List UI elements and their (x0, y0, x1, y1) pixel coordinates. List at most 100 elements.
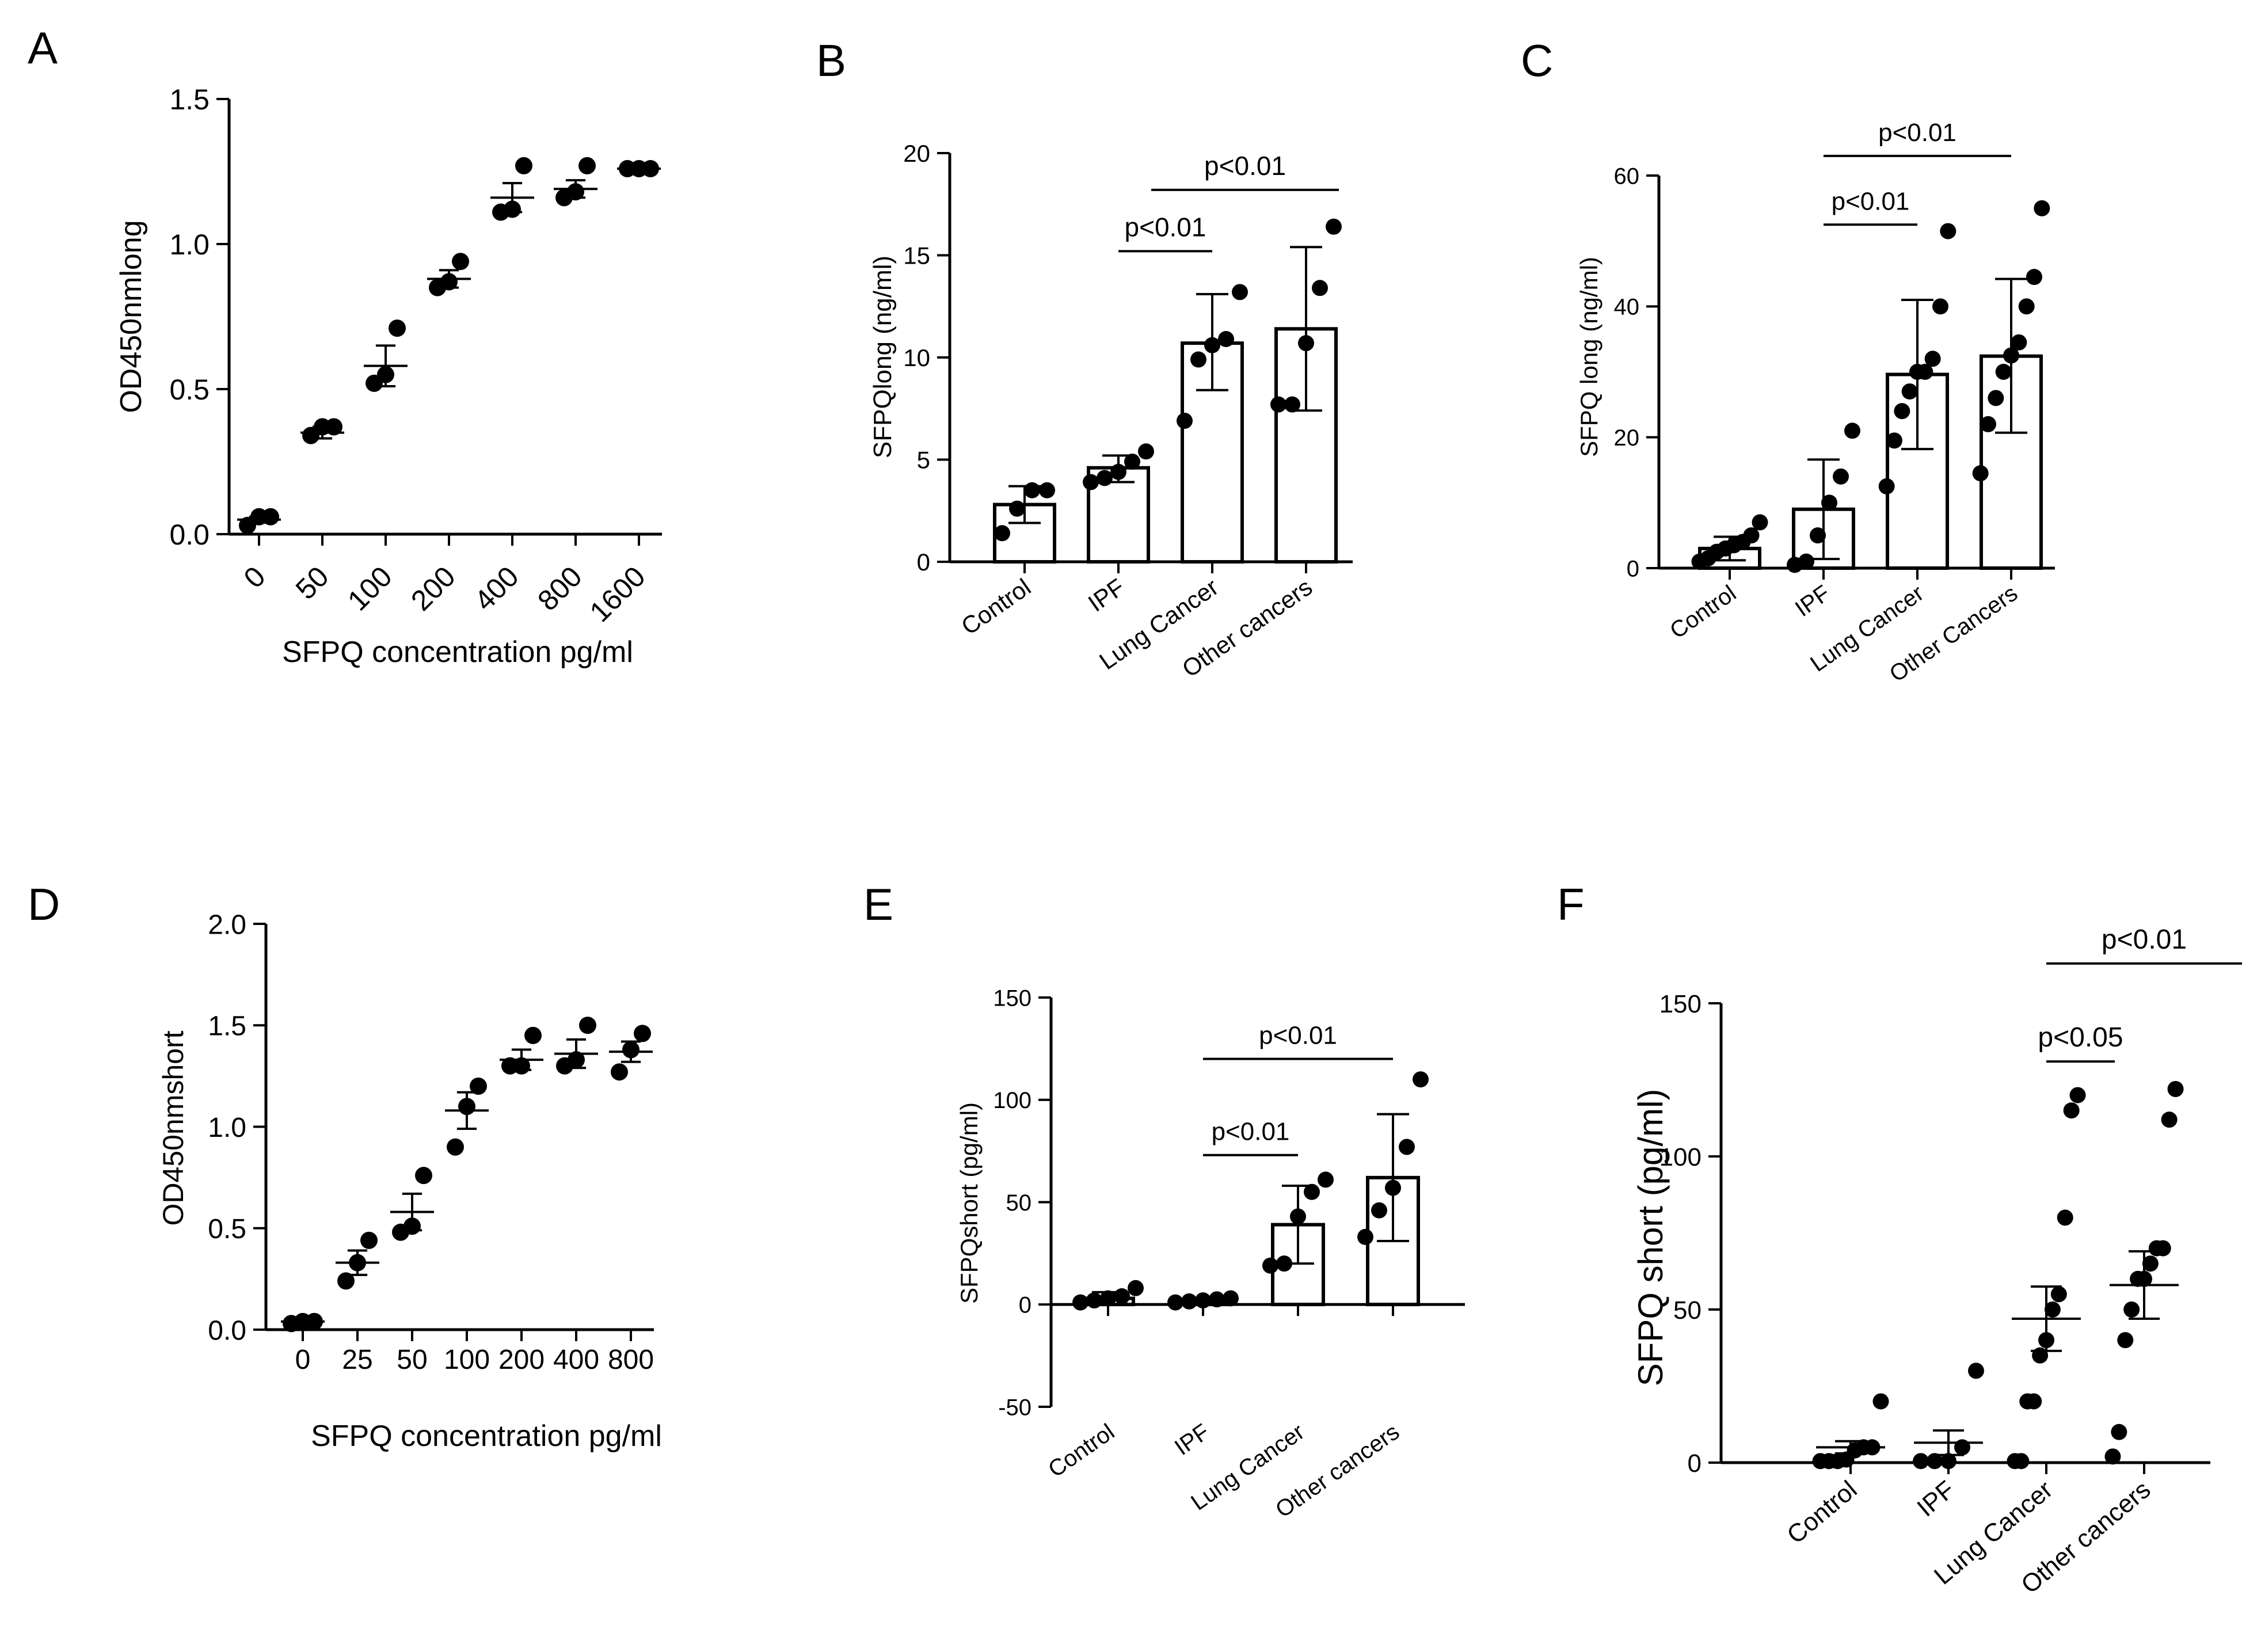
data-point (1209, 1291, 1225, 1308)
x-tick-label: 200 (498, 1345, 545, 1375)
data-point (1886, 432, 1902, 449)
data-point (1940, 1453, 1956, 1470)
data-point (1798, 553, 1814, 570)
y-tick-label: 0 (917, 549, 930, 576)
x-tick-label: 400 (468, 560, 525, 617)
x-tick-label: 100 (341, 560, 398, 617)
y-tick-label: 1.5 (169, 83, 210, 116)
y-tick-label: 1.0 (208, 1113, 246, 1143)
data-point (1357, 1228, 1373, 1245)
data-point (1988, 390, 2004, 406)
data-point (524, 1026, 542, 1044)
data-point (1097, 470, 1113, 486)
panel-a-plot: 0.0 0.5 1.0 1.5 OD450nmlong 0 50 100 200 400 80016… (115, 83, 662, 669)
x-axis-label: SFPQ concentration pg/ml (311, 1419, 662, 1453)
data-point (2117, 1332, 2134, 1349)
data-point (1743, 527, 1760, 544)
data-point (1901, 383, 1918, 400)
data-point (389, 319, 406, 337)
data-point (579, 1017, 596, 1034)
data-point (1810, 527, 1826, 544)
panel-letter-f: F (1557, 879, 1585, 930)
x-tick-label: 800 (608, 1345, 654, 1375)
data-point (1844, 422, 1860, 439)
data-point (2003, 347, 2019, 364)
y-tick-label: 2.0 (208, 909, 246, 940)
data-point (1927, 1453, 1943, 1470)
x-tick-label: IPF (1791, 580, 1834, 622)
data-point (2069, 1087, 2086, 1103)
data-point (1968, 1362, 1984, 1379)
significance-label: p<0.01 (1832, 187, 1910, 215)
significance-label: p<0.01 (1125, 212, 1206, 242)
y-axis-label: OD450nmlong (115, 220, 148, 413)
data-point (1385, 1179, 1401, 1196)
data-point (1752, 514, 1768, 531)
data-point (2044, 1301, 2061, 1318)
y-tick-label: 0.5 (169, 374, 210, 406)
y-tick-label: 150 (993, 985, 1031, 1011)
x-tick-label: 800 (531, 560, 588, 617)
data-point (2167, 1080, 2184, 1097)
data-point (2104, 1448, 2121, 1465)
data-point (1924, 351, 1941, 367)
y-axis-label: SFPQ short (pg/ml) (1631, 1089, 1670, 1387)
data-point (262, 508, 279, 526)
data-point (2050, 1286, 2067, 1303)
data-point (1276, 1255, 1292, 1272)
bar (1087, 466, 1150, 564)
data-point (1821, 494, 1837, 511)
data-point (1232, 284, 1248, 300)
significance-label: p<0.01 (2102, 924, 2187, 955)
data-point (1995, 364, 2012, 380)
data-point (1086, 1292, 1102, 1309)
data-point (1204, 337, 1220, 353)
data-point (452, 253, 469, 271)
data-point (1940, 223, 1956, 239)
x-tick-label: IPF (1170, 1419, 1214, 1460)
data-point (1128, 1280, 1144, 1296)
x-tick-label: Control (1782, 1475, 1862, 1550)
data-point (1833, 468, 1849, 485)
y-tick-label: 0.0 (169, 519, 210, 551)
x-tick-label: 1600 (584, 560, 652, 628)
y-tick-label: 40 (1614, 295, 1640, 320)
data-point (415, 1167, 432, 1185)
significance-label: p<0.01 (1212, 1118, 1290, 1146)
y-axis-label: SFPQshort (pg/ml) (956, 1102, 983, 1304)
y-tick-label: -50 (998, 1395, 1031, 1420)
data-point (1100, 1290, 1116, 1307)
data-point (1298, 335, 1314, 352)
y-tick-label: 0 (1019, 1293, 1031, 1318)
data-point (634, 1025, 651, 1042)
x-tick-label: IPF (1083, 573, 1129, 617)
data-point (2142, 1255, 2159, 1272)
data-point (1124, 454, 1140, 470)
data-point (1413, 1071, 1429, 1088)
y-tick-label: 150 (1659, 990, 1702, 1018)
x-tick-label: 100 (444, 1345, 490, 1375)
y-tick-label: 50 (1006, 1190, 1032, 1216)
data-point (2026, 1393, 2042, 1410)
x-tick-label: IPF (1912, 1475, 1960, 1522)
data-point (360, 1231, 378, 1249)
data-point (1262, 1257, 1278, 1274)
data-point (447, 1138, 464, 1156)
x-axis-label: SFPQ concentration pg/ml (282, 635, 633, 669)
significance-label: p<0.01 (1204, 151, 1286, 181)
x-tick-label: Control (1044, 1419, 1119, 1482)
y-tick-label: 1.5 (208, 1011, 246, 1042)
data-point (1872, 1393, 1889, 1410)
data-point (1371, 1202, 1387, 1219)
significance-label: p<0.05 (2038, 1022, 2123, 1053)
panel-letter-c: C (1521, 35, 1553, 86)
panel-e: E -50 0 50 100 150 SFPQshort (pg/ml) Control IP… (863, 879, 1465, 1522)
data-point (1218, 331, 1234, 348)
data-point (1039, 482, 1055, 498)
y-tick-label: 60 (1614, 163, 1640, 189)
x-tick-label: 50 (290, 560, 335, 606)
data-point (1972, 465, 1989, 482)
